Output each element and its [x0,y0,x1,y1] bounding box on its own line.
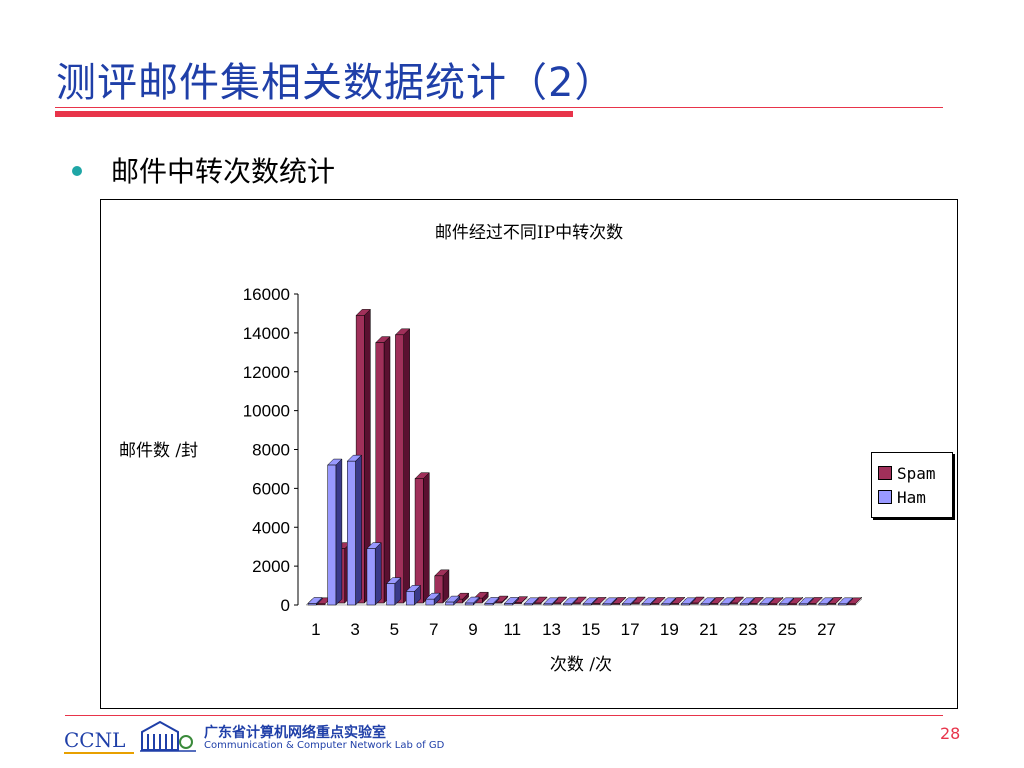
bar-ham [523,603,533,606]
bar-ham [484,603,494,606]
bar-ham [563,603,572,606]
chart-title: 邮件经过不同IP中转次数 [434,223,624,243]
bar-spam [650,603,660,605]
bar-ham [818,603,828,606]
x-axis-title: 次数 /次 [550,655,612,675]
bar-spam [670,603,679,605]
bar-spam [788,603,797,606]
footer-logo-underline [64,752,134,754]
bar-ham [543,603,553,606]
footer-lab-name-en: Communication & Computer Network Lab of … [204,740,445,751]
slide-title: 测评邮件集相关数据统计（2） [56,60,616,106]
bar-ham [759,603,769,606]
bar-ham [798,603,808,606]
y-tick-label: 16000 [243,285,290,304]
footer-logo-text: CCNL [64,728,126,752]
bar-ham [622,603,631,606]
bar-spam [434,575,444,604]
x-tick-label: 15 [581,620,600,639]
y-tick-label: 12000 [243,363,290,382]
x-tick-label: 23 [739,620,758,639]
bar-spam [807,603,817,605]
y-tick-label: 0 [281,596,290,615]
x-tick-label: 27 [817,620,836,639]
y-tick-label: 10000 [243,402,290,421]
bar-spam [414,478,424,604]
legend-swatch-spam [878,466,892,480]
y-tick-label: 14000 [243,324,290,343]
bar-ham [661,603,671,606]
x-tick-label: 13 [542,620,561,639]
legend-label-ham: Ham [897,487,926,507]
bar-spam [611,603,620,605]
bar-spam-side [423,472,430,604]
footer-divider [65,715,943,716]
chart-legend: Spam Ham [871,452,953,518]
x-tick-label: 17 [621,620,640,639]
y-tick-label: 2000 [252,557,290,576]
x-tick-label: 19 [660,620,679,639]
bar-ham [680,603,690,606]
bar-ham [464,602,474,606]
x-tick-label: 11 [503,620,521,639]
footer-lab-name-cn: 广东省计算机网络重点实验室 [204,725,386,741]
legend-item-ham: Ham [878,487,926,507]
x-tick-label: 7 [429,620,438,639]
bar-ham [720,603,729,606]
legend-item-spam: Spam [878,463,936,483]
bar-spam [395,334,404,604]
x-tick-label: 9 [468,620,477,639]
bar-ham [838,603,847,606]
title-underline-thin [55,107,943,108]
bar-spam [709,603,719,605]
bar-ham [445,601,454,606]
title-underline-bar [55,111,573,117]
bar-ham [405,591,415,606]
y-tick-label: 4000 [252,518,290,537]
bar-ham [347,460,356,606]
bar-ham [307,603,317,606]
chart-frame: 邮件经过不同IP中转次数 0 2000 4000 6000 8000 10000 12000… [100,199,958,709]
bullet-text: 邮件中转次数统计 [111,155,336,188]
bar-ham [739,603,749,606]
bar-ham [602,603,612,606]
bar-spam [846,603,856,606]
y-tick-label: 8000 [252,441,290,460]
bar-spam [591,603,601,605]
x-tick-label: 5 [390,620,399,639]
bar-spam-side [383,335,391,604]
bar-spam [375,342,385,604]
bar-ham [641,603,651,606]
bar-spam [768,603,778,606]
bar-ham-side [355,454,362,606]
bar-spam [827,603,837,605]
x-tick-label: 1 [311,620,320,639]
bar-ham [504,603,513,606]
page-number: 28 [940,724,961,743]
bar-ham [425,598,435,606]
bullet-dot [72,166,82,176]
x-tick-label: 3 [350,620,359,639]
x-tick-label: 21 [699,620,718,639]
legend-swatch-ham [878,490,892,504]
bar-ham-side [335,458,343,606]
building-logo-icon [140,720,196,752]
bar-ham [386,583,396,606]
legend-label-spam: Spam [897,463,936,483]
y-tick-label: 6000 [252,479,290,498]
bar-spam [316,603,326,606]
bar-spam-side [403,328,410,604]
bar-ham [779,603,788,606]
y-axis-title: 邮件数 /封 [119,441,198,461]
bar-spam [748,603,758,605]
bar-ham [582,603,592,606]
bar-ham [327,464,337,606]
bar-ham [700,603,710,606]
x-tick-label: 25 [778,620,797,639]
bar-ham [366,548,376,606]
bar-ham-side [374,542,382,606]
